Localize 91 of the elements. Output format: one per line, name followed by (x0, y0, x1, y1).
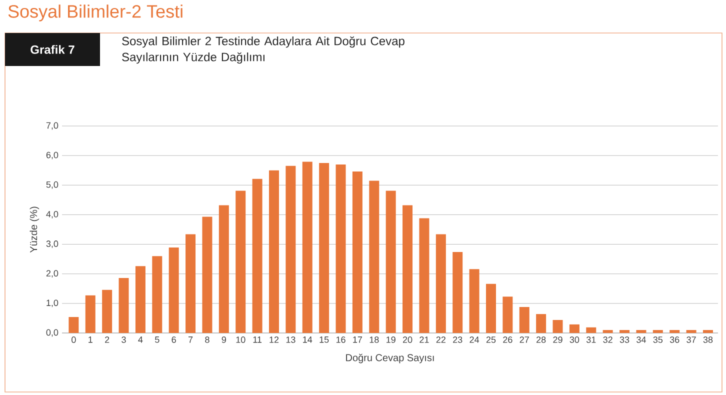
bar (369, 180, 380, 333)
y-tick-label: 3,0 (46, 240, 58, 248)
bar (519, 306, 530, 333)
x-tick-label: 12 (270, 336, 279, 343)
bar (68, 317, 79, 333)
bar (218, 205, 229, 333)
x-tick-label: 22 (436, 336, 446, 343)
x-tick-label: 19 (386, 336, 396, 343)
bar (502, 296, 513, 333)
bar (102, 290, 112, 333)
bar (168, 248, 179, 333)
bar (402, 205, 413, 333)
bar (686, 330, 696, 333)
y-tick-label: 2,0 (46, 270, 58, 278)
x-axis-title: Doğru Cevap Sayısı (346, 354, 434, 364)
bar (569, 324, 580, 333)
chart-subtitle: Sosyal Bilimler 2 Testinde Adaylara Ait Doğru Cevap Sayılarının Yüzde Dağılımı (122, 36, 404, 64)
bar (152, 256, 162, 333)
bar (586, 327, 596, 333)
bar (286, 166, 296, 333)
x-tick-label: 17 (353, 336, 362, 343)
x-tick-label: 2 (105, 336, 110, 343)
bar (652, 330, 663, 333)
y-tick-label: 4,0 (46, 210, 58, 218)
x-tick-label: 13 (286, 336, 296, 343)
bar (636, 330, 646, 333)
x-tick-label: 15 (320, 336, 329, 343)
bar (135, 266, 146, 333)
y-tick-label: 6,0 (46, 152, 58, 160)
x-tick-label: 35 (653, 336, 663, 343)
x-tick-label: 18 (370, 336, 379, 343)
x-tick-label: 36 (670, 336, 680, 343)
y-tick-label: 0,0 (46, 329, 58, 337)
y-tick-label: 7,0 (46, 122, 58, 130)
bar (386, 190, 396, 333)
bar (620, 330, 630, 333)
bar (702, 330, 713, 333)
bar (252, 178, 262, 333)
bar (536, 314, 546, 333)
bar (302, 162, 312, 333)
x-tick-label: 30 (570, 336, 580, 343)
x-tick-label: 34 (636, 336, 646, 343)
x-tick-label: 32 (603, 336, 612, 343)
x-tick-label: 38 (703, 336, 713, 343)
bar (352, 172, 362, 333)
x-tick-label: 24 (470, 336, 480, 343)
x-tick-label: 23 (453, 336, 462, 343)
x-tick-label: 33 (620, 336, 630, 343)
bar (552, 320, 563, 333)
x-tick-label: 28 (536, 336, 546, 343)
bar (602, 330, 613, 333)
bar (236, 190, 246, 333)
bar (118, 278, 129, 333)
bar (268, 170, 279, 333)
bar (319, 162, 330, 333)
bar (436, 234, 446, 333)
x-tick-label: 9 (222, 336, 226, 343)
y-axis-title: Yüzde (%) (30, 206, 40, 253)
text: Grafik 7 (30, 45, 74, 54)
chart-title: Sosyal Bilimler-2 Testi (8, 4, 182, 22)
x-tick-label: 27 (520, 336, 529, 343)
y-tick-label: 1,0 (46, 300, 58, 308)
bar (452, 252, 463, 333)
x-tick-label: 0 (72, 336, 76, 343)
y-tick-label: 5,0 (46, 181, 58, 189)
bar (469, 269, 480, 333)
bar (486, 284, 496, 333)
x-tick-label: 7 (188, 336, 193, 343)
bar (419, 218, 430, 333)
x-tick-label: 1 (88, 336, 92, 343)
bar (202, 216, 212, 333)
x-tick-label: 20 (402, 336, 412, 343)
x-tick-label: 25 (486, 336, 496, 343)
x-tick-label: 29 (553, 336, 562, 343)
x-tick-label: 6 (172, 336, 176, 343)
x-tick-label: 14 (303, 336, 312, 343)
x-tick-label: 16 (336, 336, 346, 343)
x-tick-label: 10 (236, 336, 246, 343)
bar (336, 164, 346, 333)
x-tick-label: 3 (122, 336, 126, 343)
bar (670, 330, 680, 333)
x-tick-label: 11 (253, 336, 262, 343)
x-tick-label: 21 (420, 336, 429, 343)
x-tick-label: 4 (138, 336, 143, 343)
x-tick-label: 31 (586, 336, 596, 343)
bar (186, 234, 196, 333)
x-tick-label: 5 (155, 336, 160, 343)
bar (85, 295, 96, 333)
x-tick-label: 8 (205, 336, 210, 343)
x-tick-label: 26 (503, 336, 512, 343)
x-tick-label: 37 (686, 336, 696, 343)
